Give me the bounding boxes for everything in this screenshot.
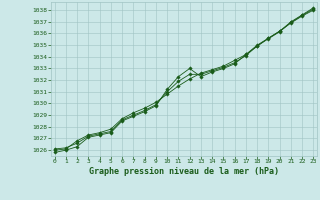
X-axis label: Graphe pression niveau de la mer (hPa): Graphe pression niveau de la mer (hPa) bbox=[89, 167, 279, 176]
